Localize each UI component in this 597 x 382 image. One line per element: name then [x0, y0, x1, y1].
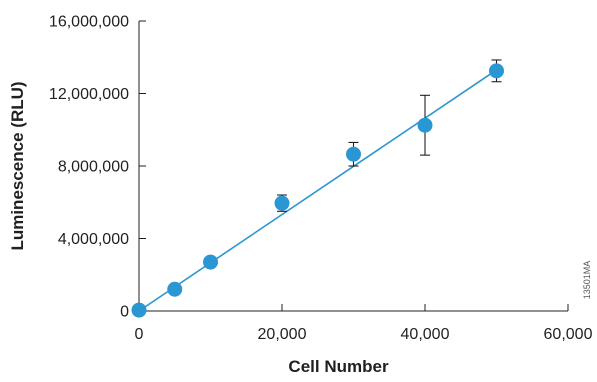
- catalog-number: 13501MA: [582, 261, 592, 300]
- x-tick-label: 40,000: [401, 326, 450, 343]
- data-point: [346, 146, 361, 162]
- data-point: [417, 117, 433, 133]
- y-tick-label: 12,000,000: [49, 86, 129, 103]
- x-axis-title: Cell Number: [288, 357, 389, 376]
- data-point: [131, 302, 147, 318]
- y-axis-ticks: 0 4,000,000 8,000,000 12,000,000 16,000,000: [49, 14, 146, 321]
- x-tick-label: 0: [135, 326, 144, 343]
- y-axis-title: Luminescence (RLU): [8, 81, 27, 250]
- data-point: [167, 281, 183, 297]
- linear-fit-line: [138, 69, 497, 312]
- data-point: [489, 63, 504, 79]
- x-axis-ticks: 0 20,000 40,000 60,000: [135, 304, 593, 343]
- y-tick-label: 0: [120, 304, 129, 321]
- data-points: [131, 63, 504, 318]
- y-tick-label: 8,000,000: [58, 159, 129, 176]
- data-point: [274, 195, 290, 211]
- data-point: [203, 254, 218, 270]
- x-tick-label: 20,000: [258, 326, 307, 343]
- x-tick-label: 60,000: [544, 326, 593, 343]
- y-tick-label: 16,000,000: [49, 14, 129, 31]
- error-bars: [277, 59, 502, 212]
- y-tick-label: 4,000,000: [58, 231, 129, 248]
